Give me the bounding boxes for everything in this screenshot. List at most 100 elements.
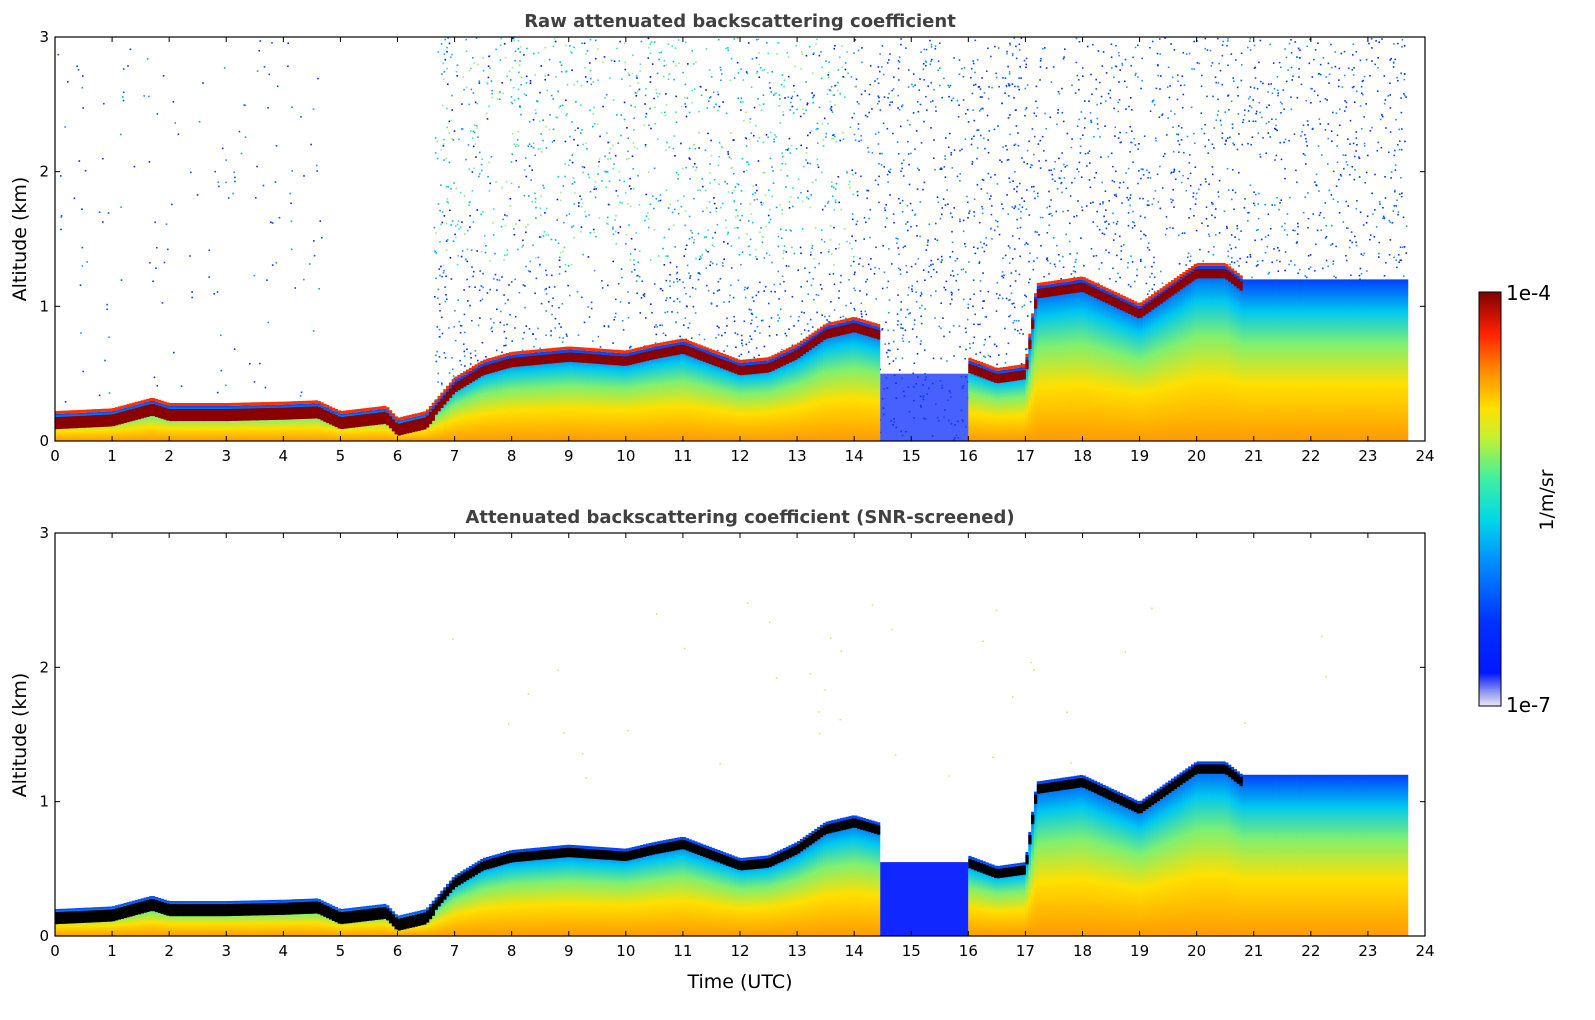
noise-pixel — [1038, 160, 1040, 162]
noise-pixel — [705, 248, 707, 250]
noise-pixel — [745, 169, 748, 172]
noise-pixel — [1140, 168, 1143, 170]
noise-pixel — [1249, 96, 1251, 98]
noise-pixel — [599, 135, 601, 138]
noise-pixel — [552, 98, 554, 100]
noise-pixel — [555, 116, 557, 119]
noise-pixel — [755, 184, 757, 186]
noise-pixel — [900, 38, 902, 40]
noise-pixel — [1084, 100, 1086, 102]
noise-pixel — [1101, 65, 1104, 67]
noise-pixel — [1293, 133, 1296, 135]
noise-pixel — [564, 163, 566, 165]
noise-pixel — [806, 102, 809, 104]
noise-pixel — [981, 205, 983, 208]
noise-pixel — [953, 149, 956, 151]
noise-pixel — [1010, 272, 1013, 274]
noise-pixel — [1037, 195, 1039, 198]
noise-pixel — [1217, 110, 1220, 112]
noise-pixel — [1371, 126, 1373, 129]
noise-pixel — [821, 314, 823, 316]
noise-pixel — [1332, 111, 1334, 114]
noise-pixel — [440, 148, 443, 151]
noise-pixel — [1241, 143, 1243, 146]
noise-pixel — [697, 278, 700, 281]
noise-pixel — [846, 240, 848, 243]
noise-pixel — [519, 60, 521, 62]
noise-pixel — [930, 264, 932, 266]
noise-pixel — [822, 144, 825, 147]
noise-pixel — [1041, 216, 1044, 219]
noise-pixel — [981, 77, 983, 79]
noise-pixel — [271, 264, 274, 266]
noise-pixel — [1153, 290, 1156, 293]
noise-pixel — [517, 88, 520, 91]
noise-pixel — [1228, 109, 1230, 111]
noise-pixel — [505, 180, 508, 183]
noise-pixel — [177, 133, 180, 136]
noise-pixel — [440, 184, 442, 186]
noise-pixel — [1369, 130, 1372, 132]
noise-pixel — [1360, 85, 1363, 88]
noise-pixel — [857, 128, 860, 130]
noise-pixel — [741, 342, 743, 345]
noise-pixel — [689, 277, 691, 279]
noise-pixel — [213, 293, 216, 295]
noise-pixel — [1118, 54, 1120, 57]
noise-pixel — [1182, 93, 1185, 96]
noise-pixel — [1016, 227, 1019, 229]
noise-pixel — [733, 320, 736, 323]
noise-pixel — [979, 290, 982, 292]
noise-pixel — [1342, 154, 1345, 156]
noise-pixel — [1405, 96, 1407, 98]
noise-pixel — [98, 211, 101, 213]
noise-pixel — [1033, 112, 1036, 115]
noise-pixel — [911, 209, 914, 212]
noise-pixel — [1060, 278, 1062, 280]
noise-pixel — [632, 142, 635, 144]
noise-pixel — [727, 231, 730, 234]
noise-pixel — [1173, 49, 1176, 51]
noise-pixel — [275, 145, 278, 147]
noise-pixel — [781, 348, 783, 351]
noise-pixel — [846, 171, 848, 174]
noise-pixel — [808, 271, 811, 274]
noise-pixel — [755, 316, 758, 319]
noise-pixel — [491, 89, 493, 92]
noise-pixel — [840, 208, 842, 211]
noise-pixel — [978, 110, 981, 112]
noise-pixel — [1048, 224, 1050, 226]
noise-pixel — [677, 178, 679, 180]
noise-pixel — [573, 181, 576, 183]
noise-pixel — [1013, 248, 1016, 250]
noise-pixel — [501, 351, 503, 354]
noise-pixel — [488, 190, 491, 192]
noise-pixel — [1370, 38, 1373, 40]
noise-pixel — [1035, 115, 1038, 117]
noise-pixel — [604, 170, 606, 173]
noise-pixel — [1401, 46, 1403, 48]
noise-pixel — [818, 54, 821, 57]
noise-pixel — [545, 125, 547, 128]
noise-pixel — [991, 205, 993, 207]
noise-pixel — [1346, 227, 1348, 229]
noise-pixel — [1178, 143, 1181, 146]
noise-pixel — [1333, 275, 1335, 278]
noise-pixel — [685, 244, 688, 247]
noise-pixel — [950, 99, 953, 102]
noise-pixel — [689, 178, 691, 180]
noise-pixel — [498, 92, 500, 94]
noise-pixel — [785, 265, 788, 267]
noise-pixel — [580, 84, 583, 87]
noise-pixel — [1240, 230, 1242, 232]
noise-pixel — [465, 158, 467, 161]
noise-pixel — [1353, 178, 1356, 181]
noise-pixel — [741, 251, 744, 254]
noise-pixel — [1097, 50, 1100, 52]
noise-pixel — [1319, 100, 1322, 103]
noise-pixel — [750, 322, 752, 325]
noise-pixel — [749, 238, 752, 241]
noise-pixel — [1189, 208, 1192, 210]
noise-pixel — [486, 292, 489, 294]
noise-pixel — [463, 343, 465, 345]
